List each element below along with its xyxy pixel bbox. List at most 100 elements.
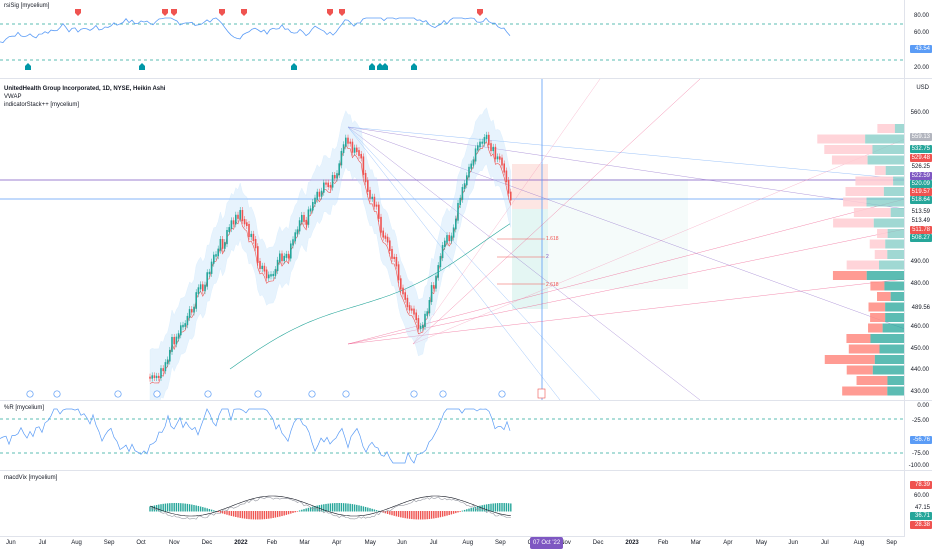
williams-r-legend[interactable]: %R [mycelium] bbox=[4, 405, 45, 411]
candle-body bbox=[290, 243, 292, 259]
symbol-legend[interactable]: UnitedHealth Group Incorporated, 1D, NYS… bbox=[4, 85, 165, 93]
indicator-stack-legend[interactable]: indicatorStack++ [mycelium] bbox=[4, 102, 80, 108]
macd-histogram-bar bbox=[345, 503, 347, 512]
volume-profile-bar bbox=[843, 197, 867, 207]
macd-histogram-bar bbox=[193, 504, 195, 512]
macd-histogram-bar bbox=[417, 511, 420, 520]
pane-separator[interactable] bbox=[0, 470, 932, 471]
macd-histogram-bar bbox=[499, 503, 501, 512]
macd-tick: 60.00 bbox=[913, 493, 929, 499]
candle-body bbox=[461, 187, 464, 200]
time-axis[interactable]: Jun Jul Aug Sep Oct Nov Dec 2022 Feb Mar Apr May Jun… bbox=[0, 536, 905, 551]
time-axis-label: Mar bbox=[299, 540, 310, 546]
macd-histogram-bar bbox=[353, 504, 356, 512]
macd-histogram-bar bbox=[151, 505, 153, 512]
fan-line bbox=[347, 126, 701, 400]
rsi-legend[interactable]: rsiSig [mycelium] bbox=[4, 3, 50, 9]
price-badge: 511.78 bbox=[910, 226, 932, 234]
macd-histogram-bar bbox=[235, 511, 237, 518]
volume-profile-bar bbox=[870, 313, 886, 322]
r-tick: -25.00 bbox=[911, 418, 929, 424]
candle-body bbox=[426, 311, 428, 316]
candle-body bbox=[301, 214, 303, 223]
macd-histogram-bar bbox=[162, 503, 164, 512]
candle-body bbox=[180, 325, 182, 336]
candle-body bbox=[362, 156, 365, 175]
main-price-axis[interactable]: USD 560.00 559.13 532.75 529.48 526.25 5… bbox=[904, 79, 932, 400]
candle-body bbox=[382, 230, 384, 238]
macd-histogram-bar bbox=[448, 511, 450, 516]
r-value-badge: -56.76 bbox=[910, 436, 932, 444]
rsi-pane[interactable]: rsiSig [mycelium] 80.00 60.00 43.54 20.0… bbox=[0, 0, 932, 78]
macd-legend[interactable]: macdVix [mycelium] bbox=[4, 475, 58, 481]
candle-body bbox=[162, 368, 164, 372]
buy-signal-icon bbox=[369, 63, 375, 70]
macd-histogram-bar bbox=[232, 511, 235, 517]
volume-profile-bar bbox=[869, 239, 886, 249]
volume-profile-bar bbox=[831, 155, 868, 165]
candle-body bbox=[470, 163, 472, 169]
candle-body bbox=[314, 197, 316, 204]
fan-line bbox=[412, 79, 601, 345]
volume-profile-bar bbox=[890, 208, 905, 217]
fan-line bbox=[347, 278, 905, 345]
rsi-tick: 80.00 bbox=[913, 13, 929, 19]
macd-axis[interactable]: 78.39 60.00 47.15 36.71 28.38 bbox=[904, 471, 932, 536]
volume-profile-bar bbox=[872, 365, 905, 375]
r-tick: 0.00 bbox=[917, 403, 929, 409]
candle-body bbox=[246, 222, 248, 226]
macd-histogram-bar bbox=[243, 511, 246, 519]
macd-histogram-bar bbox=[492, 503, 494, 512]
buy-signal-icon bbox=[411, 63, 417, 70]
candle-body bbox=[182, 324, 184, 328]
macd-histogram-bar bbox=[400, 511, 402, 518]
macd-histogram-bar bbox=[373, 509, 376, 512]
volume-profile-bar bbox=[874, 250, 888, 259]
candle-body bbox=[210, 261, 213, 274]
pane-separator[interactable] bbox=[0, 400, 932, 401]
macd-histogram-bar bbox=[283, 511, 285, 516]
pane-separator[interactable] bbox=[0, 78, 932, 79]
volume-profile-bar bbox=[885, 313, 905, 322]
vwap-legend[interactable]: VWAP bbox=[4, 94, 22, 100]
rsi-value-badge: 43.54 bbox=[910, 45, 932, 53]
macd-histogram-bar bbox=[164, 503, 167, 512]
candle-body bbox=[166, 359, 169, 365]
candle-body bbox=[406, 297, 409, 308]
candle-body bbox=[448, 235, 450, 242]
main-price-pane[interactable]: UnitedHealth Group Incorporated, 1D, NYS… bbox=[0, 79, 932, 400]
macd-histogram-bar bbox=[391, 511, 393, 516]
macd-histogram-bar bbox=[171, 503, 173, 512]
price-badge: 522.59 bbox=[909, 172, 932, 180]
macd-pane[interactable]: macdVix [mycelium] 78.39 60.00 47.15 36.… bbox=[0, 471, 932, 536]
candle-body bbox=[226, 230, 228, 245]
candle-body bbox=[265, 269, 268, 279]
moving-average-line bbox=[149, 141, 512, 384]
williams-r-axis[interactable]: 0.00 -25.00 -56.76 -75.00 -100.00 bbox=[904, 401, 932, 470]
macd-histogram-bar bbox=[250, 511, 252, 520]
volume-profile-bar bbox=[885, 239, 905, 249]
macd-histogram-bar bbox=[175, 503, 178, 512]
volume-profile-bar bbox=[887, 229, 905, 238]
candle-body bbox=[479, 141, 481, 148]
r-tick: -75.00 bbox=[911, 451, 929, 457]
candle-body bbox=[411, 308, 413, 311]
volume-profile-bar bbox=[855, 176, 894, 186]
williams-r-pane[interactable]: %R [mycelium] 0.00 -25.00 -56.76 -75.00 … bbox=[0, 401, 932, 470]
volume-profile-bar bbox=[887, 376, 905, 385]
macd-histogram-bar bbox=[408, 511, 411, 519]
candle-body bbox=[472, 159, 475, 166]
rsi-price-axis[interactable]: 80.00 60.00 43.54 20.00 bbox=[904, 0, 932, 78]
macd-histogram-bar bbox=[483, 504, 486, 512]
macd-histogram-bar bbox=[173, 503, 175, 512]
time-axis-label: Jun bbox=[6, 540, 16, 546]
candle-body bbox=[312, 201, 314, 211]
time-axis-label: May bbox=[755, 540, 768, 546]
candle-body bbox=[294, 232, 296, 242]
candle-body bbox=[272, 273, 274, 277]
candle-body bbox=[384, 235, 387, 239]
candle-body bbox=[417, 318, 420, 329]
candle-body bbox=[334, 175, 336, 179]
candle-body bbox=[228, 227, 230, 233]
macd-histogram-bar bbox=[314, 506, 316, 512]
